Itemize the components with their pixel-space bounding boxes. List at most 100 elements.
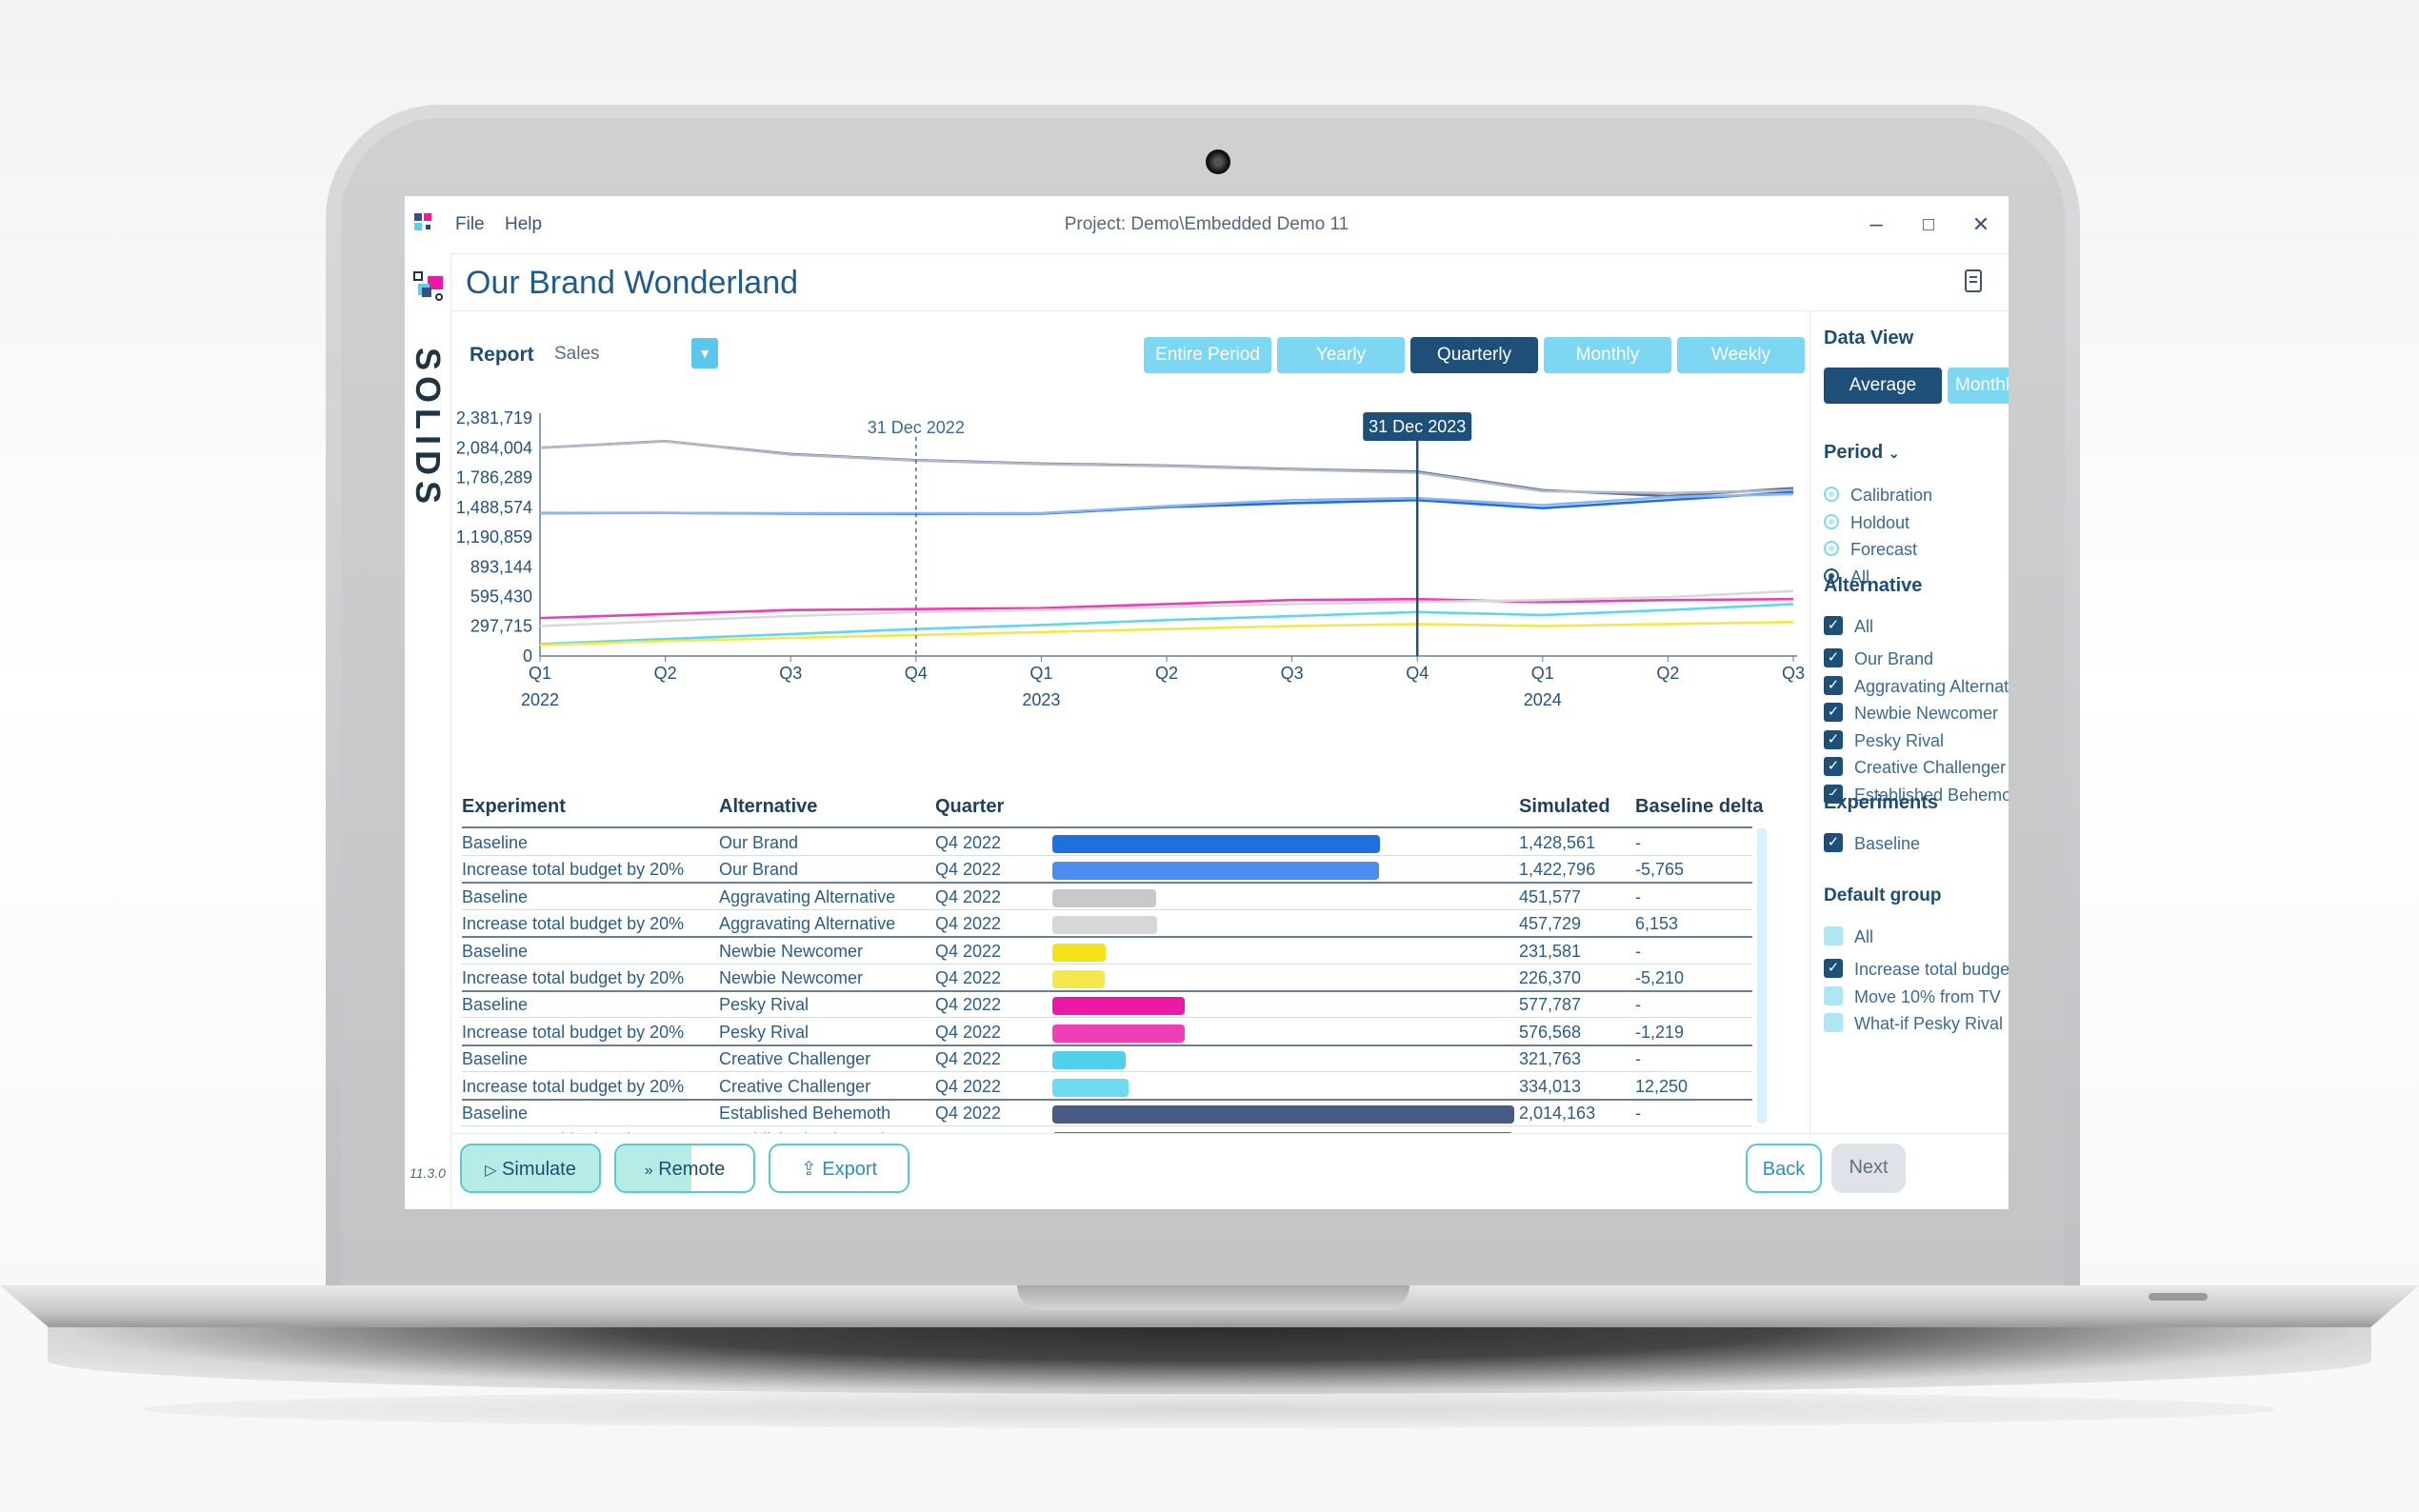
table-row[interactable]: Increase total budget by 20% Newbie Newco… (462, 964, 1776, 990)
alt-checkbox[interactable]: ✓ Creative Challenger (1824, 757, 2006, 778)
checkbox-icon (1824, 1013, 1843, 1033)
back-button[interactable]: Back (1746, 1144, 1822, 1193)
quarter-cell: Q4 2022 (935, 941, 1002, 961)
period-button-monthly[interactable]: Monthly (1544, 337, 1671, 373)
baseline-delta-cell: -5,210 (1635, 968, 1685, 987)
alt-checkbox[interactable]: ✓ All (1824, 616, 1874, 637)
remote-button[interactable]: » Remote (614, 1144, 755, 1193)
checkbox-label: All (1854, 617, 1874, 636)
quarter-cell: Q4 2022 (935, 1022, 1002, 1042)
checkbox-label: Move 10% from TV (1854, 986, 2001, 1006)
row-divider (462, 1125, 1752, 1126)
table-row[interactable]: Baseline Newbie Newcomer Q4 2022 231,581 - (462, 937, 1776, 964)
radio-icon (1824, 513, 1839, 529)
header-experiment: Experiment (462, 796, 566, 817)
period-button-quarterly[interactable]: Quarterly (1410, 337, 1538, 373)
value-bar (1052, 1078, 1130, 1097)
maximize-button[interactable]: □ (1922, 214, 1935, 235)
menu-help[interactable]: Help (505, 214, 543, 234)
table-row[interactable]: Increase total budget by 20% Creative Cha… (462, 1072, 1776, 1099)
play-icon: ▷ (485, 1163, 497, 1179)
table-row[interactable]: Baseline Pesky Rival Q4 2022 577,787 - (462, 990, 1776, 1017)
laptop-shadow (143, 1390, 2276, 1428)
checkbox-checked-icon: ✓ (1824, 675, 1843, 695)
marker-label-box-1 (1363, 412, 1472, 441)
series-line-0 (539, 440, 1794, 498)
simulated-cell: 577,787 (1519, 995, 1582, 1015)
period-button-yearly[interactable]: Yearly (1277, 337, 1405, 373)
period-title[interactable]: Period ⌄ (1824, 442, 1900, 464)
checkbox-label: Our Brand (1854, 649, 1934, 668)
y-tick-label: 297,715 (470, 617, 532, 636)
group-checkbox[interactable]: ✓ Increase total budget by 20% (1824, 959, 2009, 980)
group-checkbox[interactable]: What-if Pesky Rival (1824, 1013, 2003, 1034)
table-row[interactable]: Baseline Creative Challenger Q4 2022 321,76… (462, 1044, 1776, 1071)
table-row[interactable]: Increase total budget by 20% Pesky Rival Q… (462, 1018, 1776, 1044)
experiment-cell: Baseline (462, 995, 529, 1015)
header-quarter: Quarter (935, 796, 1005, 817)
alt-checkbox[interactable]: ✓ Newbie Newcomer (1824, 703, 1998, 724)
checkbox-label: Increase total budget by 20% (1854, 960, 2009, 979)
exp-checkbox[interactable]: ✓ Baseline (1824, 833, 1921, 854)
checkbox-checked-icon: ✓ (1824, 959, 1843, 979)
group-checkbox[interactable]: Move 10% from TV (1824, 985, 2001, 1007)
checkbox-label: Baseline (1854, 834, 1921, 853)
laptop-base-underside (48, 1327, 2371, 1394)
alt-checkbox[interactable]: ✓ Established Behemoth (1824, 784, 2009, 806)
simulate-button[interactable]: ▷ Simulate (460, 1144, 601, 1193)
row-divider (462, 990, 1752, 992)
data-view-monthly-button[interactable]: Monthly (1948, 368, 2009, 404)
menu-file[interactable]: File (455, 214, 485, 234)
value-bar (1052, 1024, 1185, 1043)
period-option[interactable]: Forecast (1824, 540, 1917, 560)
alt-checkbox[interactable]: ✓ Our Brand (1824, 648, 1934, 669)
baseline-delta-cell: -6,208 (1635, 1130, 1684, 1134)
simulated-cell: 231,581 (1519, 941, 1582, 961)
document-icon[interactable] (1963, 269, 1984, 293)
next-button[interactable]: Next (1831, 1144, 1906, 1193)
quarter-cell: Q4 2022 (935, 995, 1002, 1015)
quarter-cell: Q4 2022 (935, 833, 1002, 852)
experiment-cell: Increase total budget by 20% (462, 914, 685, 934)
alternative-cell: Newbie Newcomer (719, 941, 864, 961)
table-row[interactable]: Increase total budget by 20% Our Brand Q4 … (462, 855, 1776, 882)
alt-checkbox[interactable]: ✓ Pesky Rival (1824, 729, 1944, 751)
table-row[interactable]: Increase total budget by 20% Aggravating … (462, 909, 1776, 936)
experiment-cell: Baseline (462, 1049, 529, 1069)
group-checkbox[interactable]: All (1824, 926, 1873, 947)
page-title: Our Brand Wonderland (466, 265, 799, 301)
period-option[interactable]: All (1824, 567, 1869, 587)
close-button[interactable]: ✕ (1971, 212, 1990, 236)
x-year-label: 2023 (1022, 690, 1060, 709)
brand-wordmark: SOLIDS (409, 348, 448, 510)
data-view-average-button[interactable]: Average (1824, 368, 1942, 404)
export-button[interactable]: ⇪ Export (769, 1144, 910, 1193)
value-bar (1052, 970, 1105, 988)
row-divider (462, 855, 1752, 856)
table-row[interactable]: Baseline Our Brand Q4 2022 1,428,561 - (462, 828, 1776, 855)
period-option[interactable]: Holdout (1824, 513, 1909, 533)
table-scrollbar[interactable] (1757, 828, 1767, 1124)
app-window: File Help Project: Demo\Embedded Demo 11… (405, 196, 2009, 1209)
report-select[interactable]: Sales ▼ (549, 338, 718, 368)
baseline-delta-cell: - (1635, 995, 1641, 1015)
period-option[interactable]: Calibration (1824, 486, 1932, 506)
chevron-down-icon[interactable]: ▼ (691, 338, 718, 368)
app-logo-icon (414, 213, 431, 230)
alt-checkbox[interactable]: ✓ Aggravating Alternative (1824, 675, 2009, 697)
experiment-cell: Increase total budget by 20% (462, 1076, 685, 1096)
x-tick-label: Q1 (529, 664, 551, 683)
row-divider (462, 1071, 1752, 1073)
title-bar: File Help Project: Demo\Embedded Demo 11… (405, 196, 2009, 254)
period-button-weekly[interactable]: Weekly (1677, 337, 1805, 373)
minimize-button[interactable]: – (1869, 211, 1883, 237)
period-button-entire[interactable]: Entire Period (1144, 337, 1271, 373)
x-tick-label: Q1 (1030, 664, 1052, 683)
radio-icon (1824, 541, 1839, 557)
table-row[interactable]: Baseline Established Behemoth Q4 2022 2,014… (462, 1099, 1776, 1125)
period-option-label: Holdout (1850, 512, 1910, 532)
table-row[interactable]: Baseline Aggravating Alternative Q4 2022 45… (462, 883, 1776, 909)
webcam (1206, 149, 1230, 174)
simulated-cell: 2,014,163 (1519, 1104, 1596, 1123)
export-label: Export (822, 1159, 878, 1180)
